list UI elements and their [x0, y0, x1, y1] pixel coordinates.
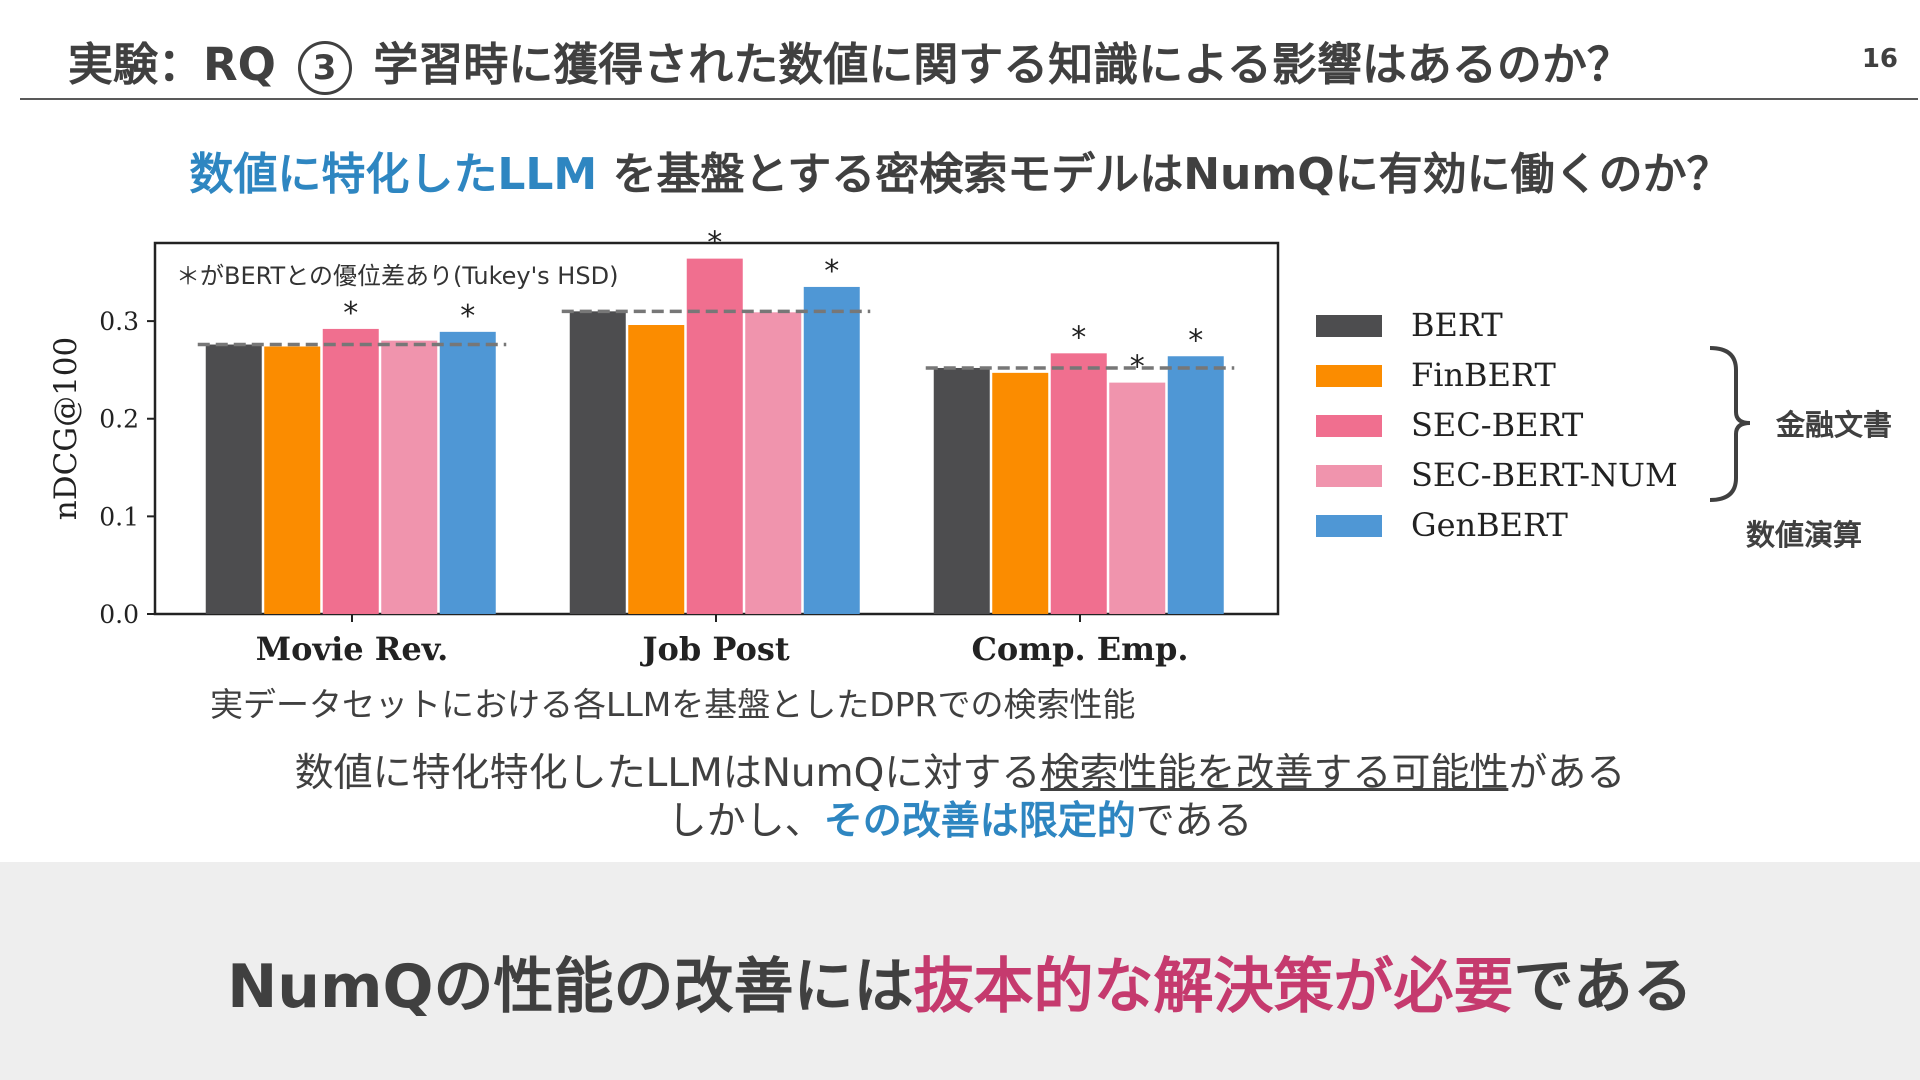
- y-tick-label: 0.0: [99, 600, 139, 629]
- legend-swatch-genbert: [1316, 515, 1382, 537]
- legend-group-financial: 金融文書: [1776, 408, 1893, 442]
- significance-note: ＊がBERTとの優位差あり(Tukey's HSD): [176, 262, 618, 290]
- rq-number-circle: 3: [297, 41, 352, 95]
- slide-title-suffix: 学習時に獲得された数値に関する知識による影響はあるのか？: [373, 38, 1632, 91]
- legend-label-sec-bert-num: SEC-BERT-NUM: [1411, 456, 1678, 494]
- finding-line-1: 数値に特化特化したLLMはNumQに対する検索性能を改善する可能性がある: [0, 742, 1920, 798]
- research-question: 数値に特化したLLM を基盤とする密検索モデルはNumQに有効に働くのか？: [0, 138, 1920, 202]
- significance-marker: *: [1130, 350, 1145, 385]
- bar-finbert: [992, 372, 1049, 614]
- research-question-accent: 数値に特化したLLM: [189, 149, 598, 200]
- bar-genbert: [803, 286, 860, 614]
- slide-title: 実験：RQ 3 学習時に獲得された数値に関する知識による影響はあるのか？: [68, 28, 1632, 95]
- bar-genbert: [1167, 356, 1224, 614]
- legend-group-brace: [1709, 346, 1751, 502]
- legend-label-bert: BERT: [1411, 306, 1503, 344]
- bar-chart: 0.0 0.1 0.2 0.3 nDCG@100 ＊がBERTとの優位差あり(Tukey'…: [48, 230, 1751, 668]
- page-number: 16: [1861, 44, 1898, 74]
- conclusion-band: [0, 862, 1920, 1080]
- finding-2-b: である: [1135, 799, 1253, 844]
- legend-label-sec-bert: SEC-BERT: [1411, 406, 1584, 444]
- significance-marker: *: [1071, 320, 1086, 355]
- bar-bert: [205, 344, 262, 614]
- bar-genbert: [439, 331, 496, 614]
- legend-label-genbert: GenBERT: [1411, 506, 1569, 544]
- finding-line-2: しかし、その改善は限定的である: [0, 790, 1920, 846]
- bar-sec-bert-num: [381, 340, 438, 614]
- finding-2-a: しかし、: [667, 799, 824, 844]
- finding-2-accent: その改善は限定的: [823, 799, 1136, 844]
- conclusion-b: である: [1513, 952, 1693, 1022]
- y-axis-label: nDCG@100: [48, 337, 84, 520]
- chart-caption: 実データセットにおける各LLMを基盤としたDPRでの検索性能: [210, 685, 1136, 724]
- conclusion: NumQの性能の改善には抜本的な解決策が必要である: [0, 938, 1920, 1025]
- conclusion-accent: 抜本的な解決策が必要: [913, 952, 1514, 1022]
- bar-sec-bert: [686, 258, 743, 614]
- conclusion-a: NumQの性能の改善には: [227, 952, 914, 1022]
- bar-sec-bert: [1050, 353, 1107, 614]
- bar-bert: [569, 311, 626, 614]
- significance-marker: *: [343, 296, 358, 331]
- significance-marker: *: [460, 299, 475, 334]
- legend-swatch-finbert: [1316, 365, 1382, 387]
- legend-swatch-sec-bert-num: [1316, 465, 1382, 487]
- title-divider: [20, 98, 1918, 100]
- y-tick-label: 0.1: [99, 502, 139, 531]
- legend-label-finbert: FinBERT: [1411, 356, 1556, 394]
- y-tick-label: 0.3: [99, 307, 139, 336]
- slide-title-prefix: 実験：RQ: [68, 38, 276, 91]
- legend-swatch-bert: [1316, 315, 1382, 337]
- finding-1-b: がある: [1508, 751, 1626, 796]
- bar-finbert: [264, 346, 321, 614]
- y-tick-label: 0.2: [99, 405, 139, 434]
- significance-marker: *: [824, 254, 839, 289]
- bar-sec-bert-num: [745, 312, 802, 614]
- significance-marker: *: [707, 230, 722, 261]
- bar-sec-bert: [322, 328, 379, 614]
- legend-swatch-sec-bert: [1316, 415, 1382, 437]
- x-tick-label: Movie Rev.: [256, 630, 448, 668]
- bar-sec-bert-num: [1109, 382, 1166, 614]
- finding-1-underlined: 検索性能を改善する可能性: [1040, 751, 1509, 796]
- legend-group-numeric: 数値演算: [1746, 518, 1863, 552]
- research-question-rest: を基盤とする密検索モデルはNumQに有効に働くのか？: [597, 149, 1731, 200]
- bar-bert: [933, 367, 990, 614]
- bar-finbert: [628, 325, 685, 614]
- x-tick-label: Job Post: [639, 630, 790, 668]
- finding-1-a: 数値に特化特化したLLMはNumQに対する: [294, 751, 1041, 796]
- significance-marker: *: [1188, 323, 1203, 358]
- x-tick-label: Comp. Emp.: [971, 630, 1188, 668]
